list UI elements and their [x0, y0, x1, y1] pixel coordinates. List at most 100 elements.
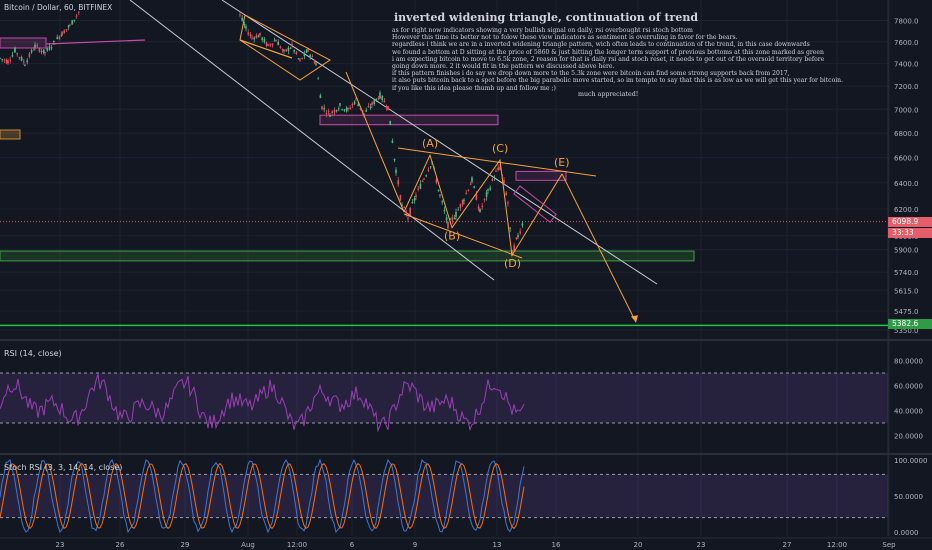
time-tick-label: 6	[350, 541, 355, 549]
candle-body	[333, 109, 336, 113]
candle-body	[299, 59, 301, 61]
price-tick-label: 6400.0	[894, 180, 919, 188]
candle-body	[44, 52, 46, 54]
stoch-tick-label: 50.0000	[894, 493, 923, 501]
candle-body	[379, 92, 381, 99]
candle-body	[327, 110, 330, 112]
candle-body	[295, 51, 298, 54]
candle-body	[323, 107, 325, 110]
candle-body	[313, 61, 316, 64]
time-tick-label: 27	[783, 541, 792, 549]
candle-body	[441, 201, 443, 203]
candle-body	[423, 178, 425, 180]
candle-body	[335, 110, 338, 112]
candle-body	[33, 49, 35, 51]
channel-line-lower	[129, 0, 495, 281]
candle-body	[283, 50, 285, 52]
candle-body	[447, 221, 449, 229]
candle-body	[439, 194, 441, 196]
candle-body	[263, 39, 266, 43]
candle-body	[369, 106, 372, 108]
candle-body	[407, 217, 409, 219]
candle-body	[311, 55, 314, 58]
candle-body	[451, 217, 454, 221]
candle-body	[381, 95, 383, 101]
candle-body	[483, 198, 486, 200]
candle-body	[415, 195, 417, 198]
stoch-band	[0, 474, 888, 518]
rsi-tick-label: 60.0000	[894, 383, 923, 391]
candle-body	[339, 103, 341, 106]
candle-body	[0, 57, 1, 59]
wave-path	[403, 153, 563, 257]
candle-body	[277, 41, 279, 46]
current-price-tag: 6098.9	[888, 217, 932, 227]
candle-body	[247, 32, 249, 35]
rsi-tick-label: 80.0000	[894, 358, 923, 366]
candle-body	[14, 47, 16, 53]
candle-body	[71, 20, 73, 25]
candle-body	[427, 169, 430, 172]
candle-body	[469, 184, 472, 186]
candle-body	[53, 41, 55, 43]
candle-body	[449, 218, 451, 220]
candle-body	[65, 29, 68, 31]
candle-body	[293, 49, 295, 52]
candle-body	[385, 107, 388, 109]
time-tick-label: 13	[493, 541, 502, 549]
annotation-zones	[0, 37, 888, 327]
candle-body	[521, 223, 524, 226]
candle-body	[285, 49, 287, 52]
idea-thanks: much appreciated!	[578, 91, 639, 98]
candle-body	[317, 78, 319, 80]
candle-body	[48, 46, 51, 50]
pattern-point-label: (E)	[554, 156, 570, 169]
rsi-line	[0, 374, 525, 433]
candle-body	[28, 53, 31, 57]
candle-body	[26, 60, 28, 63]
idea-line: as for right now indicators showing a ve…	[392, 27, 693, 34]
axes: 7800.0 7600.0 7400.0 7200.0 7000.0 6800.0 6600…	[0, 17, 932, 550]
candle-body	[67, 25, 70, 28]
candle-body	[413, 198, 416, 201]
candle-body	[281, 49, 284, 51]
pattern-arrow	[239, 39, 293, 59]
candle-body	[391, 140, 394, 143]
candle-body	[519, 231, 521, 233]
candle-body	[497, 167, 499, 170]
candle-body	[375, 98, 378, 101]
candle-body	[5, 60, 8, 64]
candle-body	[291, 43, 293, 46]
candle-body	[61, 31, 63, 36]
projection-line	[561, 173, 637, 323]
time-tick-label: 12:00	[287, 541, 307, 549]
price-tick-label: 5350.0	[894, 327, 919, 335]
candle-body	[34, 44, 36, 48]
candle-body	[56, 37, 58, 39]
candle-body	[509, 227, 511, 229]
candle-body	[399, 195, 402, 200]
candle-body	[69, 24, 71, 26]
candle-body	[455, 211, 457, 217]
pattern-wedge	[239, 14, 331, 81]
price-tick-label: 5900.0	[894, 247, 919, 255]
candle-body	[3, 59, 6, 61]
support-price-tag: 5382.6	[888, 319, 932, 329]
candle-body	[377, 97, 380, 100]
triangle-upper-line	[397, 147, 597, 177]
candle-body	[16, 53, 18, 55]
stoch-tick-label: 100.0000	[894, 457, 927, 465]
candle-body	[343, 109, 346, 111]
candle-body	[349, 107, 351, 110]
impulse-line	[345, 71, 405, 213]
candle-body	[365, 110, 367, 112]
candle-body	[493, 177, 496, 179]
pattern-drawings: (A) (B) (C) (D) (E)	[239, 14, 638, 323]
resistance-box	[515, 170, 567, 181]
candle-body	[303, 53, 306, 57]
pattern-point-label: (D)	[504, 257, 521, 270]
candle-body	[301, 57, 303, 60]
candle-body	[341, 109, 343, 111]
indicator-panels: 80.0000 60.0000 40.0000 20.0000 100.0000 50.0…	[0, 358, 927, 537]
